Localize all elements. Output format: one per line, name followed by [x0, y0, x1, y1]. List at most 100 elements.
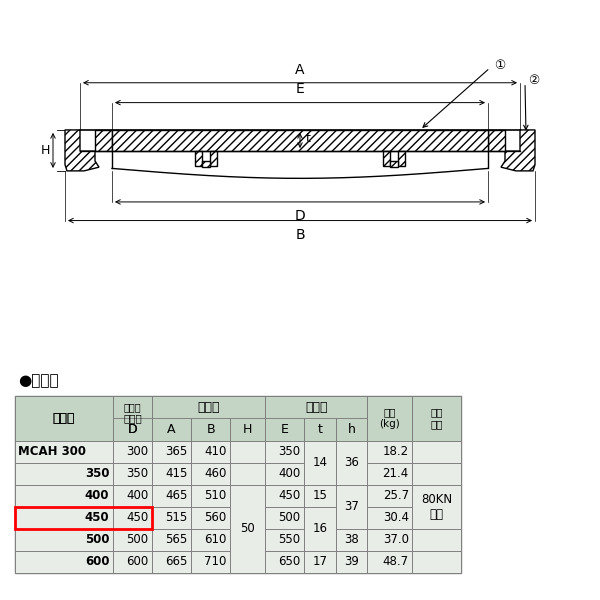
Polygon shape	[95, 130, 112, 151]
Text: 515: 515	[166, 511, 188, 524]
Bar	[367, 463, 412, 485]
Bar	[265, 396, 367, 419]
Text: 560: 560	[205, 511, 227, 524]
Bar	[15, 396, 113, 440]
Text: 16: 16	[313, 522, 328, 535]
Text: 重量
(kg): 重量 (kg)	[379, 407, 400, 429]
Bar	[152, 463, 191, 485]
Bar	[304, 440, 336, 485]
Text: 38: 38	[344, 533, 359, 546]
Text: 410: 410	[205, 445, 227, 458]
Bar	[191, 463, 230, 485]
Bar	[15, 506, 113, 529]
Bar	[113, 463, 152, 485]
Text: 350: 350	[278, 445, 301, 458]
Bar	[15, 463, 113, 485]
Bar	[152, 440, 191, 463]
Bar	[113, 396, 152, 440]
Polygon shape	[195, 151, 202, 166]
Text: 365: 365	[166, 445, 188, 458]
Text: E: E	[281, 423, 289, 436]
Text: t: t	[306, 131, 311, 145]
Bar	[412, 551, 461, 573]
Text: D: D	[128, 423, 137, 436]
Bar	[152, 551, 191, 573]
Bar	[15, 506, 152, 529]
Bar	[336, 440, 367, 485]
Text: 80KN
以上: 80KN 以上	[421, 493, 452, 521]
Bar	[15, 551, 113, 573]
Text: 30.4: 30.4	[383, 511, 409, 524]
Polygon shape	[65, 130, 99, 171]
Bar	[265, 463, 304, 485]
Bar	[265, 506, 304, 529]
Text: 37.0: 37.0	[383, 533, 409, 546]
Bar	[367, 440, 412, 463]
Bar	[304, 506, 336, 551]
Bar	[367, 551, 412, 573]
Bar	[113, 506, 152, 529]
Bar	[412, 529, 461, 551]
Text: 400: 400	[85, 489, 109, 502]
Bar	[265, 485, 304, 506]
Bar	[15, 419, 113, 440]
Bar	[336, 419, 367, 440]
Text: 36: 36	[344, 456, 359, 469]
Text: H: H	[243, 423, 252, 436]
Bar	[191, 485, 230, 506]
Text: 21.4: 21.4	[383, 467, 409, 480]
Bar	[230, 485, 265, 573]
Polygon shape	[202, 161, 210, 167]
Bar	[304, 551, 336, 573]
Text: 受　枠: 受 枠	[197, 401, 220, 414]
Bar	[367, 529, 412, 551]
Bar	[412, 463, 461, 485]
Bar	[265, 440, 304, 463]
Bar	[336, 529, 367, 551]
Bar	[152, 485, 191, 506]
Text: 39: 39	[344, 556, 359, 568]
Text: 650: 650	[278, 556, 301, 568]
Bar	[412, 396, 461, 440]
Text: 37: 37	[344, 500, 359, 513]
Bar	[15, 396, 113, 440]
Bar	[367, 506, 412, 529]
Bar	[113, 396, 152, 419]
Bar	[191, 551, 230, 573]
Bar	[230, 463, 265, 485]
Bar	[191, 419, 230, 440]
Text: 465: 465	[166, 489, 188, 502]
Bar	[15, 485, 113, 506]
Bar	[113, 440, 152, 463]
Bar	[152, 396, 265, 419]
Text: 300: 300	[127, 445, 149, 458]
Text: 18.2: 18.2	[383, 445, 409, 458]
Text: ふ　た: ふ た	[305, 401, 328, 414]
Bar	[113, 419, 152, 440]
Text: D: D	[128, 423, 137, 436]
Polygon shape	[398, 151, 405, 166]
Text: ●仕　様: ●仕 様	[18, 373, 58, 389]
Text: 500: 500	[85, 533, 109, 546]
Bar	[191, 506, 230, 529]
Text: E: E	[296, 82, 304, 97]
Bar	[15, 529, 113, 551]
Text: 破壊
荷重: 破壊 荷重	[431, 407, 443, 429]
Bar	[336, 551, 367, 573]
Text: 400: 400	[278, 467, 301, 480]
Text: 415: 415	[166, 467, 188, 480]
Bar	[15, 396, 461, 573]
Text: H: H	[40, 144, 50, 157]
Bar	[230, 419, 265, 440]
Bar	[152, 529, 191, 551]
Polygon shape	[488, 130, 505, 151]
Text: 17: 17	[313, 556, 328, 568]
Bar	[191, 440, 230, 463]
Bar	[15, 440, 113, 463]
Polygon shape	[390, 161, 398, 167]
Bar	[412, 485, 461, 529]
Bar	[412, 440, 461, 463]
Text: 符　号: 符 号	[53, 412, 75, 425]
Text: h: h	[347, 423, 355, 436]
Text: 15: 15	[313, 489, 328, 502]
